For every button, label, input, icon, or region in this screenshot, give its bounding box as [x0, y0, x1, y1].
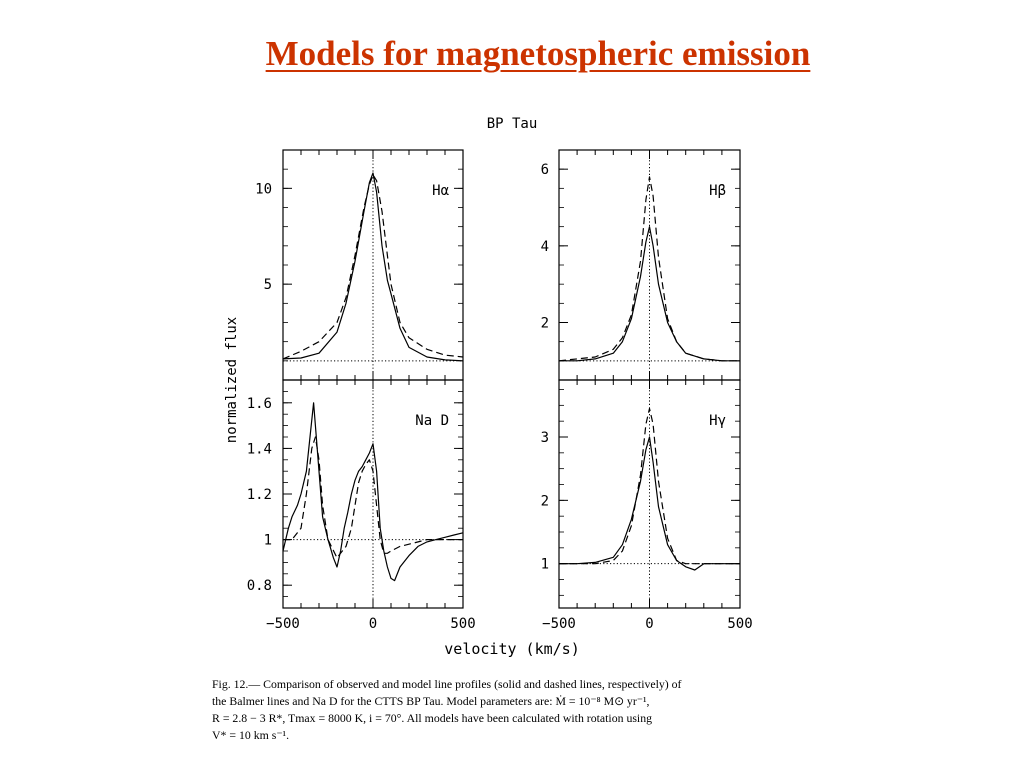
- caption-line-3: R = 2.8 − 3 R*, Tmax = 8000 K, i = 70°. …: [212, 711, 653, 725]
- panel-label: Hβ: [709, 183, 726, 199]
- slide-title: Models for magnetospheric emission: [265, 34, 811, 73]
- model-profile-line: [283, 436, 463, 559]
- y-tick-label: 4: [541, 239, 549, 255]
- y-tick-label: 2: [541, 316, 549, 332]
- figure-caption: Fig. 12.— Comparison of observed and mod…: [212, 676, 782, 744]
- caption-line-1: Fig. 12.— Comparison of observed and mod…: [212, 677, 682, 691]
- x-tick-label: 500: [727, 616, 752, 632]
- y-tick-label: 1.6: [247, 396, 272, 412]
- y-tick-label: 1: [541, 557, 549, 573]
- caption-line-4: V* = 10 km s⁻¹.: [212, 728, 290, 742]
- caption-line-2: the Balmer lines and Na D for the CTTS B…: [212, 694, 650, 708]
- panel-3: −500 0 500 1 2 3 Hγ: [541, 379, 753, 632]
- panel-label: Hγ: [709, 413, 726, 429]
- observed-profile-line: [559, 436, 740, 571]
- y-tick-label: 6: [541, 162, 549, 178]
- y-tick-label: 5: [264, 277, 272, 293]
- panel-1: 2 4 6 Hβ: [541, 149, 741, 381]
- model-profile-line: [282, 174, 464, 360]
- y-tick-label: 0.8: [247, 578, 272, 594]
- x-tick-label: −500: [542, 616, 576, 632]
- x-tick-label: 0: [369, 616, 377, 632]
- y-tick-label: 1.4: [247, 441, 272, 457]
- panel-label: Na D: [415, 413, 449, 429]
- figure-title: BP Tau: [487, 116, 538, 132]
- y-tick-label: 1.2: [247, 487, 272, 503]
- observed-profile-line: [282, 402, 464, 582]
- panel-0: 5 10 Hα: [255, 149, 464, 381]
- panel-label: Hα: [432, 183, 449, 199]
- y-axis-label: normalized flux: [224, 317, 240, 443]
- y-tick-label: 2: [541, 493, 549, 509]
- x-tick-label: 500: [450, 616, 475, 632]
- x-tick-label: −500: [266, 616, 300, 632]
- y-tick-label: 10: [255, 181, 272, 197]
- y-tick-label: 3: [541, 430, 549, 446]
- model-profile-line: [558, 176, 740, 362]
- x-tick-label: 0: [645, 616, 653, 632]
- panels-group: 5 10 Hα 2 4 6 Hβ −500 0 500 0.8 1 1.2 1.4 1.6 Na D −500 0…: [247, 149, 753, 632]
- panel-2: −500 0 500 0.8 1 1.2 1.4 1.6 Na D: [247, 379, 476, 632]
- x-axis-label: velocity (km/s): [444, 640, 579, 658]
- y-tick-label: 1: [264, 533, 272, 549]
- observed-profile-line: [282, 172, 464, 362]
- model-profile-line: [559, 407, 740, 565]
